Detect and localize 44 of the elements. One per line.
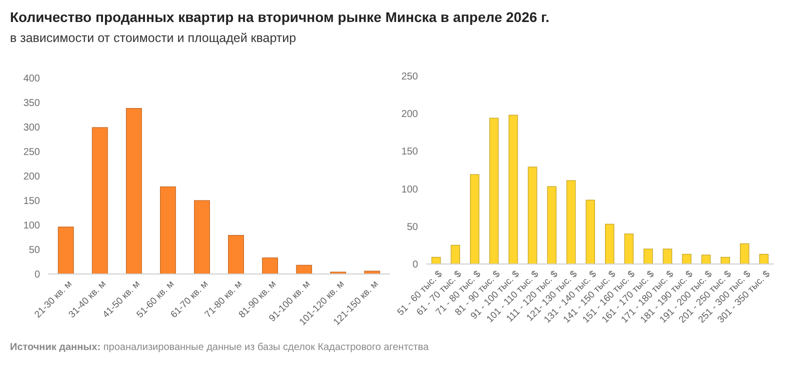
bar bbox=[682, 254, 692, 264]
bar bbox=[586, 200, 595, 264]
y-tick-label: 150 bbox=[401, 146, 418, 158]
y-tick-label: 300 bbox=[23, 122, 40, 134]
bar bbox=[624, 234, 634, 264]
bar bbox=[662, 248, 672, 264]
y-tick-label: 200 bbox=[401, 109, 418, 120]
bar bbox=[547, 186, 556, 264]
y-tick-label: 100 bbox=[23, 220, 40, 232]
bar bbox=[528, 166, 538, 264]
bar bbox=[450, 244, 460, 264]
y-tick-label: 250 bbox=[401, 72, 418, 82]
y-tick-label: 200 bbox=[23, 172, 40, 182]
bar bbox=[740, 243, 750, 264]
bar bbox=[126, 108, 142, 274]
bar bbox=[262, 258, 278, 274]
bar bbox=[431, 256, 441, 264]
y-tick-label: 350 bbox=[23, 98, 40, 109]
bar bbox=[160, 186, 176, 274]
y-tick-label: 150 bbox=[23, 196, 40, 207]
y-tick-label: 50 bbox=[28, 245, 40, 256]
bar bbox=[566, 180, 576, 264]
y-tick-label: 0 bbox=[34, 270, 40, 280]
bar bbox=[58, 226, 74, 274]
chart-title: Количество проданных квартир на вторичном рынке Минска в апреле 2026 г. bbox=[10, 9, 550, 25]
bar bbox=[605, 224, 614, 264]
chart-subtitle: в зависимости от стоимости и площадей квартир bbox=[10, 31, 296, 45]
y-tick-label: 50 bbox=[406, 222, 418, 233]
bar bbox=[508, 114, 518, 264]
bar bbox=[759, 254, 769, 264]
bar bbox=[228, 234, 244, 274]
y-tick-label: 0 bbox=[412, 260, 418, 270]
bar bbox=[644, 248, 653, 264]
bar bbox=[296, 264, 312, 274]
bar bbox=[194, 200, 210, 274]
text: Источник данных: проанализированные данные из базы сделок Кадастрового агентства bbox=[10, 342, 430, 353]
bar bbox=[470, 174, 480, 264]
bar bbox=[92, 127, 108, 274]
bar bbox=[701, 254, 711, 264]
bar bbox=[720, 256, 730, 264]
y-tick-label: 100 bbox=[401, 184, 418, 196]
bar bbox=[489, 118, 499, 264]
y-tick-label: 400 bbox=[23, 74, 40, 84]
y-tick-label: 250 bbox=[23, 147, 40, 158]
